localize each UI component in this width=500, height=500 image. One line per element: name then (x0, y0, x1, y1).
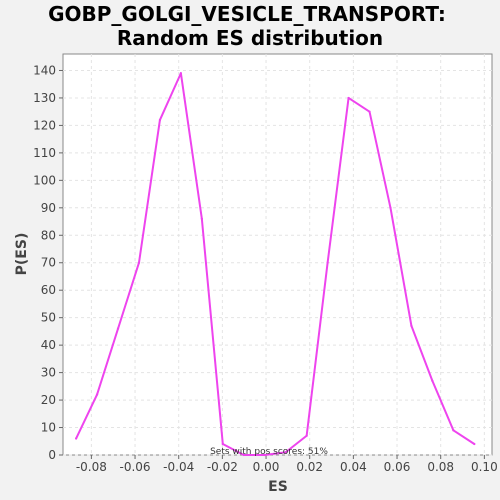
es-line-segment (221, 443, 245, 456)
chart-title-line-1: GOBP_GOLGI_VESICLE_TRANSPORT: (48, 2, 446, 26)
es-line-segment (263, 451, 287, 456)
y-tick-label: 80 (41, 228, 56, 242)
es-data-point (284, 451, 287, 454)
y-tick-label: 140 (33, 63, 56, 77)
x-tick-label: 0.02 (296, 460, 323, 474)
es-data-point (158, 118, 162, 122)
es-line-segment (368, 110, 392, 209)
es-line-segment (117, 261, 140, 330)
x-tick-label: 0.04 (340, 460, 367, 474)
es-data-point (179, 72, 182, 75)
y-tick-label: 120 (33, 118, 56, 132)
y-axis-ticks: 0 10 20 30 40 50 60 70 80 90 100 110 120 130 140 (33, 63, 63, 462)
es-data-point (221, 442, 224, 446)
es-data-point (95, 393, 99, 396)
es-data-point (242, 453, 245, 457)
y-tick-label: 20 (41, 393, 56, 407)
es-line-segment (284, 434, 308, 454)
x-tick-label: 0.10 (471, 460, 498, 474)
x-tick-label: -0.06 (120, 460, 151, 474)
chart-title-line-2: Random ES distribution (117, 26, 383, 50)
es-data-point (452, 429, 455, 432)
es-line-segment (305, 261, 329, 437)
y-tick-label: 100 (33, 173, 56, 187)
x-tick-label: 0.00 (253, 460, 280, 474)
es-line-segment (326, 96, 350, 264)
es-line-segment (389, 206, 413, 327)
x-tick-label: -0.04 (163, 460, 194, 474)
y-tick-label: 30 (41, 366, 56, 380)
y-tick-label: 40 (41, 338, 56, 352)
x-axis-ticks: -0.08 -0.06 -0.04 -0.02 0.00 0.02 0.04 0.06 0.08… (76, 455, 498, 474)
y-tick-label: 60 (41, 283, 56, 297)
es-data-point (389, 206, 392, 209)
y-tick-label: 130 (33, 91, 56, 105)
es-line-segment (179, 72, 203, 220)
es-data-point (116, 327, 120, 330)
es-line-segment (431, 379, 455, 432)
es-data-point (305, 434, 308, 437)
es-data-point (410, 324, 413, 328)
x-tick-label: -0.08 (76, 460, 107, 474)
es-line-segment (410, 324, 434, 382)
es-data-point (74, 437, 78, 440)
es-data-point (200, 217, 203, 220)
x-tick-label: -0.02 (207, 460, 238, 474)
es-data-point (347, 96, 350, 100)
es-line-segment (452, 429, 476, 446)
es-line-segment (137, 118, 161, 264)
es-data-point (326, 261, 329, 264)
gridlines (63, 54, 492, 456)
y-tick-label: 0 (48, 448, 56, 462)
series-layer (74, 72, 476, 457)
es-data-point (431, 379, 434, 382)
es-line-segment (75, 393, 99, 440)
plot-area (62, 53, 493, 456)
es-data-point (263, 453, 266, 457)
x-tick-label: 0.06 (384, 460, 411, 474)
y-tick-label: 110 (33, 146, 56, 160)
x-tick-label: 0.08 (427, 460, 454, 474)
y-tick-label: 90 (41, 201, 56, 215)
pos-scores-annotation: Sets with pos scores: 51% (210, 447, 328, 457)
es-line-segment (347, 96, 371, 113)
es-line-segment (96, 327, 120, 396)
es-data-point (473, 442, 476, 446)
y-tick-label: 10 (41, 421, 56, 435)
y-axis-label: P(ES) (14, 233, 30, 276)
es-line-segment (158, 72, 182, 121)
es-data-point (137, 261, 141, 264)
x-axis-label: ES (268, 479, 288, 495)
y-tick-label: 70 (41, 256, 56, 270)
y-tick-label: 50 (41, 311, 56, 325)
es-line-segment (200, 217, 224, 446)
es-data-point (368, 110, 371, 113)
